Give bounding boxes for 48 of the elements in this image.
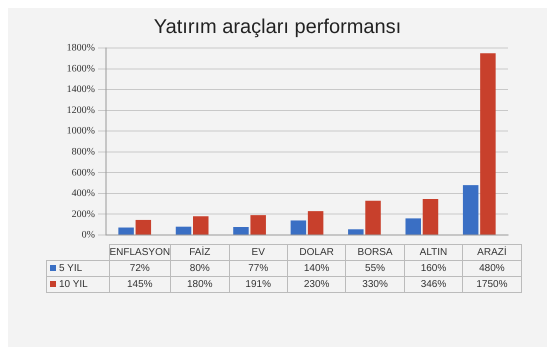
y-tick-label: 1600% xyxy=(66,63,95,74)
bar xyxy=(193,216,209,234)
data-label: 480% xyxy=(462,260,522,276)
chart-title: Yatırım araçları performansı xyxy=(152,15,402,39)
bar xyxy=(365,200,381,234)
data-label: 72% xyxy=(109,260,171,276)
x-tick-label: EV xyxy=(229,244,288,260)
data-label: 77% xyxy=(229,260,288,276)
y-tick-label: 400% xyxy=(72,188,95,200)
y-tick-label: 600% xyxy=(72,167,95,178)
data-label: 330% xyxy=(346,276,404,292)
x-tick-label: ENFLASYON xyxy=(109,244,171,260)
x-tick-label: ARAZİ xyxy=(462,244,522,260)
y-tick-label: 800% xyxy=(72,146,95,158)
data-label: 230% xyxy=(287,276,346,292)
y-tick-label: 1200% xyxy=(66,104,95,116)
bar xyxy=(136,220,152,234)
data-label: 160% xyxy=(404,260,463,276)
bar xyxy=(118,228,134,234)
x-tick-label: DOLAR xyxy=(287,244,346,260)
x-tick-label: FAİZ xyxy=(170,244,229,260)
bar xyxy=(422,199,438,234)
x-tick-label: BORSA xyxy=(346,244,404,260)
data-label: 140% xyxy=(287,260,346,276)
data-label: 180% xyxy=(170,276,229,292)
data-label: 1750% xyxy=(462,276,522,292)
data-label: 80% xyxy=(170,260,229,276)
x-tick-label: ALTIN xyxy=(404,244,463,260)
legend-label: 5 YIL xyxy=(46,260,109,276)
data-label: 346% xyxy=(404,276,463,292)
y-tick-label: 1000% xyxy=(66,126,95,137)
bar xyxy=(290,220,306,234)
bar xyxy=(176,226,192,234)
y-tick-label: 0% xyxy=(82,230,95,241)
bar xyxy=(405,218,421,234)
bar xyxy=(233,227,249,234)
bar xyxy=(250,215,266,234)
bar xyxy=(308,211,324,234)
bar xyxy=(348,229,364,234)
legend-label: 10 YIL xyxy=(46,276,109,292)
y-tick-label: 200% xyxy=(72,208,95,220)
data-label: 191% xyxy=(229,276,288,292)
y-tick-label: 1400% xyxy=(66,84,95,96)
bar xyxy=(480,53,496,234)
data-label: 145% xyxy=(109,276,171,292)
y-tick-label: 1800% xyxy=(66,42,95,54)
bar xyxy=(462,185,478,234)
data-label: 55% xyxy=(346,260,404,276)
